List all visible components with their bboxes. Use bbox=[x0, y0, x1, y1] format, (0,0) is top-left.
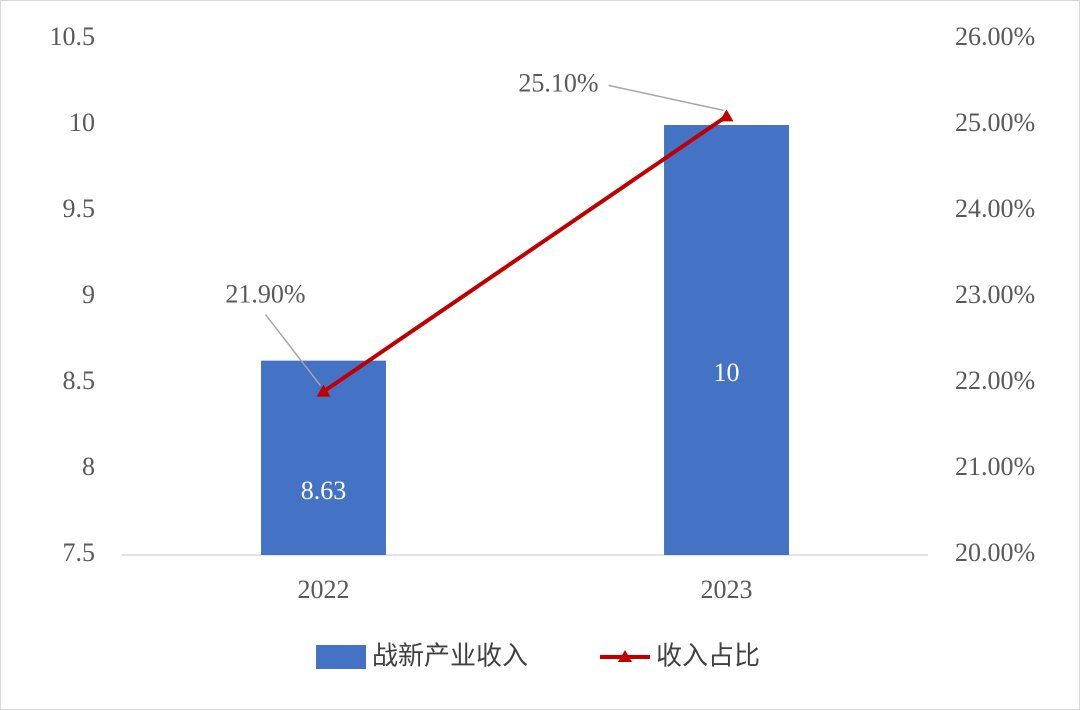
y-tick-label: 9.5 bbox=[63, 194, 96, 223]
bar-value-label: 8.63 bbox=[301, 476, 347, 505]
y-tick-label: 7.5 bbox=[63, 538, 96, 567]
marker bbox=[719, 109, 734, 122]
line-value-label: 21.90% bbox=[225, 280, 305, 309]
legend-label: 战新产业收入 bbox=[372, 642, 528, 672]
y2-tick-label: 21.00% bbox=[955, 452, 1035, 481]
y-tick-label: 10.5 bbox=[50, 22, 96, 51]
y-tick-label: 8 bbox=[82, 452, 95, 481]
y-tick-label: 10 bbox=[69, 108, 95, 137]
leader-line bbox=[264, 314, 322, 387]
y2-tick-label: 22.00% bbox=[955, 366, 1035, 395]
legend-swatch bbox=[316, 645, 366, 669]
bar-value-label: 10 bbox=[714, 358, 740, 387]
bar bbox=[664, 125, 789, 555]
line bbox=[322, 114, 728, 394]
y2-tick-label: 23.00% bbox=[955, 280, 1035, 309]
y2-tick-label: 26.00% bbox=[955, 22, 1035, 51]
marker bbox=[316, 384, 331, 397]
x-tick-label: 2023 bbox=[701, 575, 753, 604]
x-tick-label: 2022 bbox=[298, 575, 350, 604]
line-value-label: 25.10% bbox=[518, 68, 598, 97]
legend-marker bbox=[618, 650, 632, 662]
y-tick-label: 9 bbox=[82, 280, 95, 309]
leader-line bbox=[608, 84, 724, 112]
y2-tick-label: 25.00% bbox=[955, 108, 1035, 137]
y-tick-label: 8.5 bbox=[63, 366, 96, 395]
y2-tick-label: 20.00% bbox=[955, 538, 1035, 567]
legend-label: 收入占比 bbox=[656, 642, 760, 672]
y2-tick-label: 24.00% bbox=[955, 194, 1035, 223]
